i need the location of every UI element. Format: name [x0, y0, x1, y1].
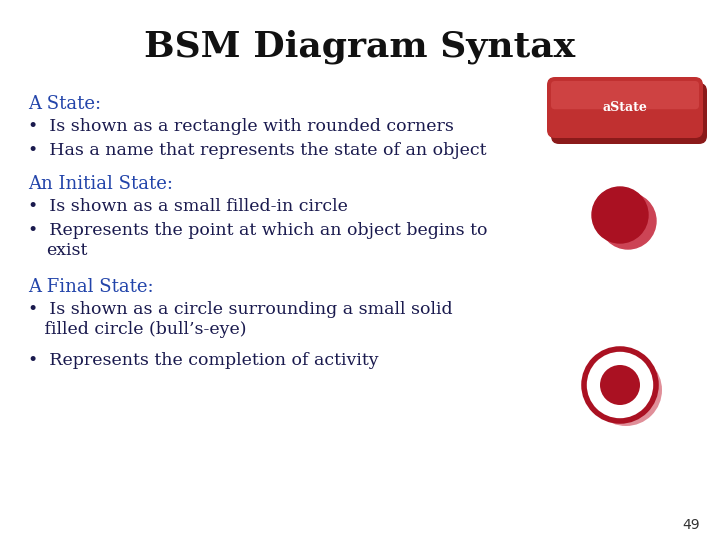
Circle shape [600, 365, 640, 405]
FancyBboxPatch shape [551, 83, 707, 144]
Text: •  Is shown as a rectangle with rounded corners: • Is shown as a rectangle with rounded c… [28, 118, 454, 135]
Text: exist: exist [46, 242, 87, 259]
Text: 49: 49 [683, 518, 700, 532]
Circle shape [590, 354, 662, 426]
Text: •  Represents the completion of activity: • Represents the completion of activity [28, 352, 379, 369]
Text: filled circle (bull’s-eye): filled circle (bull’s-eye) [28, 321, 246, 338]
Circle shape [584, 349, 656, 421]
Circle shape [600, 193, 656, 249]
Text: •  Represents the point at which an object begins to: • Represents the point at which an objec… [28, 222, 487, 239]
Text: •  Is shown as a circle surrounding a small solid: • Is shown as a circle surrounding a sma… [28, 301, 453, 318]
FancyBboxPatch shape [547, 77, 703, 138]
Text: An Initial State:: An Initial State: [28, 175, 173, 193]
Text: BSM Diagram Syntax: BSM Diagram Syntax [145, 30, 575, 64]
Circle shape [592, 187, 648, 243]
Text: A State:: A State: [28, 95, 101, 113]
Text: A Final State:: A Final State: [28, 278, 153, 296]
Text: aState: aState [603, 101, 647, 114]
Text: •  Is shown as a small filled-in circle: • Is shown as a small filled-in circle [28, 198, 348, 215]
FancyBboxPatch shape [551, 81, 699, 109]
Text: •  Has a name that represents the state of an object: • Has a name that represents the state o… [28, 142, 487, 159]
